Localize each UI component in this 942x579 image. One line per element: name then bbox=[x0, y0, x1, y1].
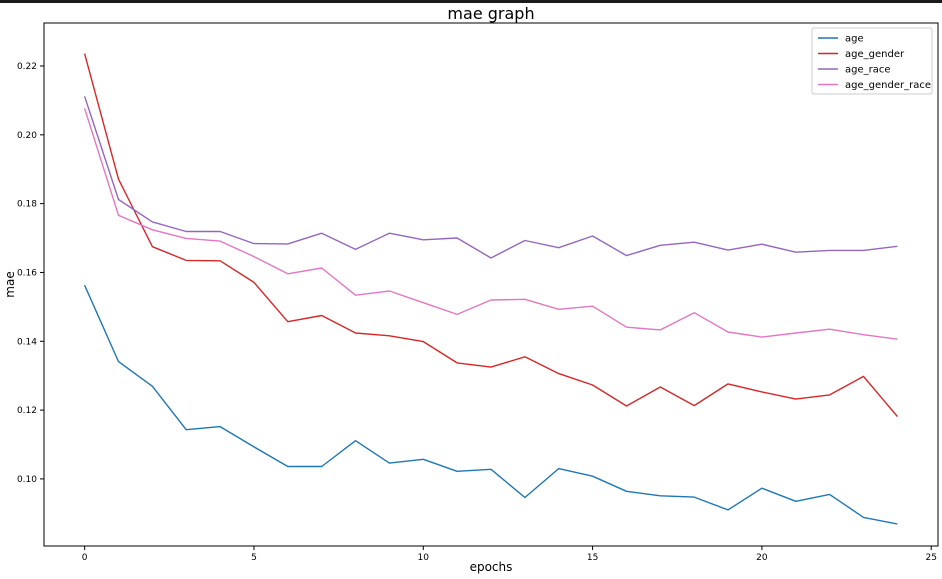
legend-box bbox=[811, 27, 933, 95]
legend-entry-label: age bbox=[845, 34, 864, 45]
y-axis-ticks: 0.10 0.12 0.14 0.16 0.18 0.20 0.22 bbox=[17, 62, 44, 485]
x-tick-label: 25 bbox=[926, 553, 937, 563]
y-tick-label: 0.10 bbox=[17, 475, 37, 485]
x-tick-label: 5 bbox=[251, 553, 257, 563]
legend-entry-label: age_gender bbox=[845, 49, 905, 60]
y-tick-label: 0.18 bbox=[17, 200, 37, 210]
y-tick-label: 0.20 bbox=[17, 131, 37, 141]
series-lines bbox=[83, 53, 898, 525]
x-tick-label: 15 bbox=[587, 553, 598, 563]
series-line-age bbox=[83, 284, 898, 525]
y-axis-label: mae bbox=[3, 271, 17, 297]
y-tick-label: 0.14 bbox=[17, 337, 37, 347]
series-line-age-gender-race bbox=[83, 108, 898, 340]
x-axis-label: epochs bbox=[470, 560, 513, 574]
series-line-age-gender bbox=[83, 53, 898, 418]
legend-entry-label: age_gender_race bbox=[845, 80, 931, 91]
x-axis-ticks: 0 5 10 15 20 25 bbox=[82, 546, 937, 563]
y-tick-label: 0.16 bbox=[17, 268, 37, 278]
window-top-border bbox=[0, 0, 942, 3]
legend: age age_gender age_race age_gender_race bbox=[811, 27, 933, 95]
plot-area-frame bbox=[43, 22, 939, 547]
chart-title: mae graph bbox=[447, 4, 534, 23]
x-tick-label: 20 bbox=[756, 553, 768, 563]
x-tick-label: 0 bbox=[82, 553, 88, 563]
series-line-age-race bbox=[83, 96, 898, 259]
y-tick-label: 0.22 bbox=[17, 62, 37, 72]
x-tick-label: 10 bbox=[418, 553, 430, 563]
y-tick-label: 0.12 bbox=[17, 406, 37, 416]
legend-entry-label: age_race bbox=[845, 65, 891, 76]
